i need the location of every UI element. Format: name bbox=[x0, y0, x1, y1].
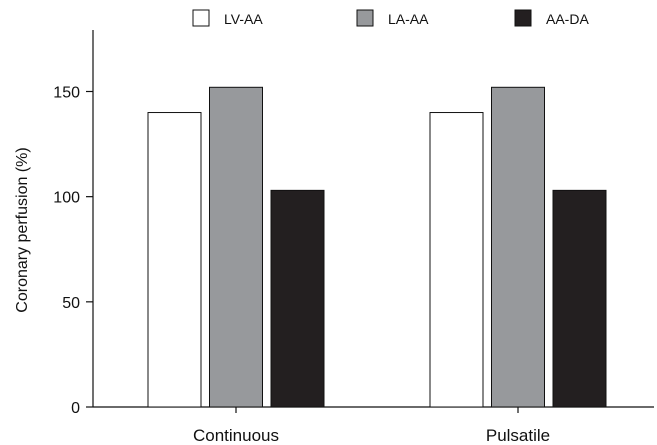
bar-lv-aa-pulsatile bbox=[429, 112, 484, 408]
legend-swatch-lv-aa bbox=[192, 9, 210, 27]
legend-label-la-aa: LA-AA bbox=[388, 11, 429, 27]
x-tick-label: Pulsatile bbox=[486, 426, 550, 445]
y-tick-label: 50 bbox=[62, 295, 80, 312]
y-axis-title: Coronary perfusion (%) bbox=[14, 147, 31, 312]
y-axis-ticks: 0 50 100 150 bbox=[53, 85, 93, 417]
bar-aa-da-pulsatile bbox=[552, 189, 607, 408]
legend-label-aa-da: AA-DA bbox=[546, 11, 589, 27]
x-axis-labels: Continuous Pulsatile bbox=[193, 407, 550, 445]
bar-lv-aa-continuous bbox=[147, 112, 202, 408]
legend-swatch-la-aa bbox=[356, 9, 374, 27]
bar-la-aa-pulsatile bbox=[491, 86, 545, 408]
bar-aa-da-continuous bbox=[270, 189, 325, 408]
y-tick-label: 150 bbox=[53, 85, 80, 102]
legend: LV-AA LA-AA AA-DA bbox=[192, 9, 589, 27]
legend-swatch-aa-da bbox=[514, 9, 532, 27]
bar-la-aa-continuous bbox=[209, 86, 263, 408]
legend-label-lv-aa: LV-AA bbox=[224, 11, 263, 27]
y-tick-label: 100 bbox=[53, 190, 80, 207]
bars bbox=[147, 86, 607, 408]
x-tick-label: Continuous bbox=[193, 426, 279, 445]
y-tick-label: 0 bbox=[71, 400, 80, 417]
